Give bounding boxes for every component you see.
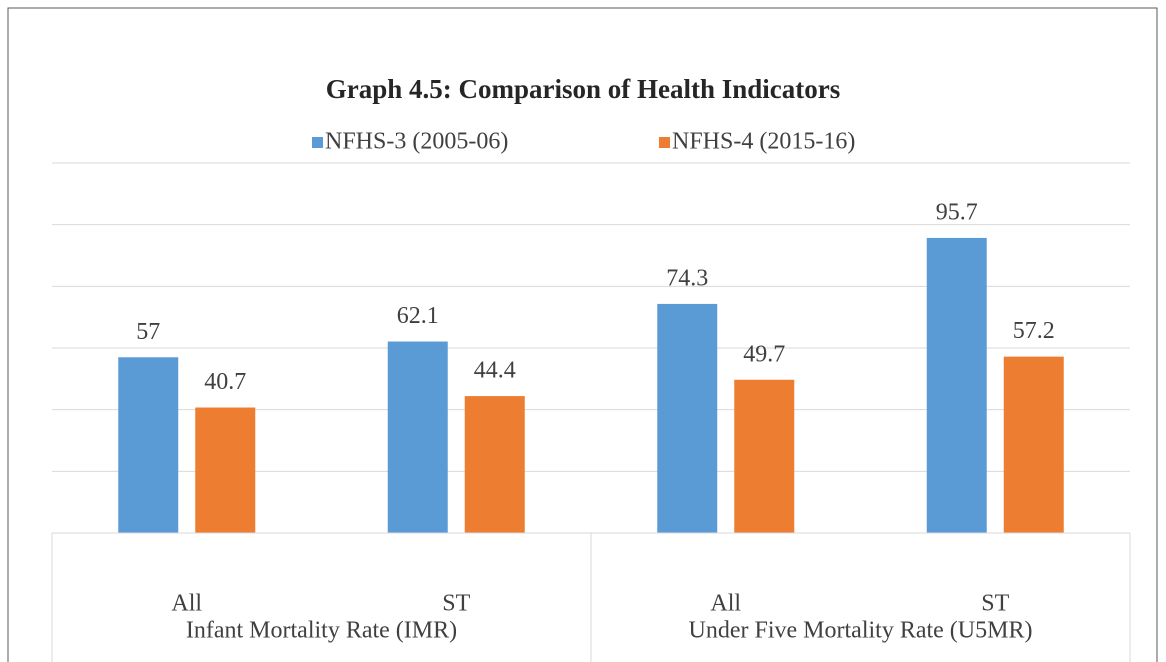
data-label: 57.2 [1013,318,1055,344]
data-label: 74.3 [666,265,708,291]
bar [387,341,448,533]
legend-swatch [659,137,670,148]
data-label: 95.7 [936,199,978,225]
legend-label: NFHS-3 (2005-06) [325,129,508,155]
x-tick-label: All [171,591,202,617]
x-tick-label: ST [442,591,470,617]
data-label: 49.7 [743,341,785,367]
chart-title: Graph 4.5: Comparison of Health Indicato… [326,74,841,104]
bar [926,237,987,534]
data-label: 40.7 [204,369,246,395]
bar [464,396,525,533]
x-tick-label: ST [981,591,1009,617]
data-label: 44.4 [474,358,516,384]
bar [118,357,179,533]
data-label: 62.1 [397,303,439,329]
bar [734,379,795,533]
legend-swatch [312,137,323,148]
legend-label: NFHS-4 (2015-16) [672,129,855,155]
bar [657,303,718,533]
bar [1003,356,1064,533]
data-label: 57 [136,319,160,345]
group-label: Under Five Mortality Rate (U5MR) [689,618,1033,644]
group-label: Infant Mortality Rate (IMR) [186,618,457,644]
x-tick-label: All [710,591,741,617]
bar [195,407,256,533]
